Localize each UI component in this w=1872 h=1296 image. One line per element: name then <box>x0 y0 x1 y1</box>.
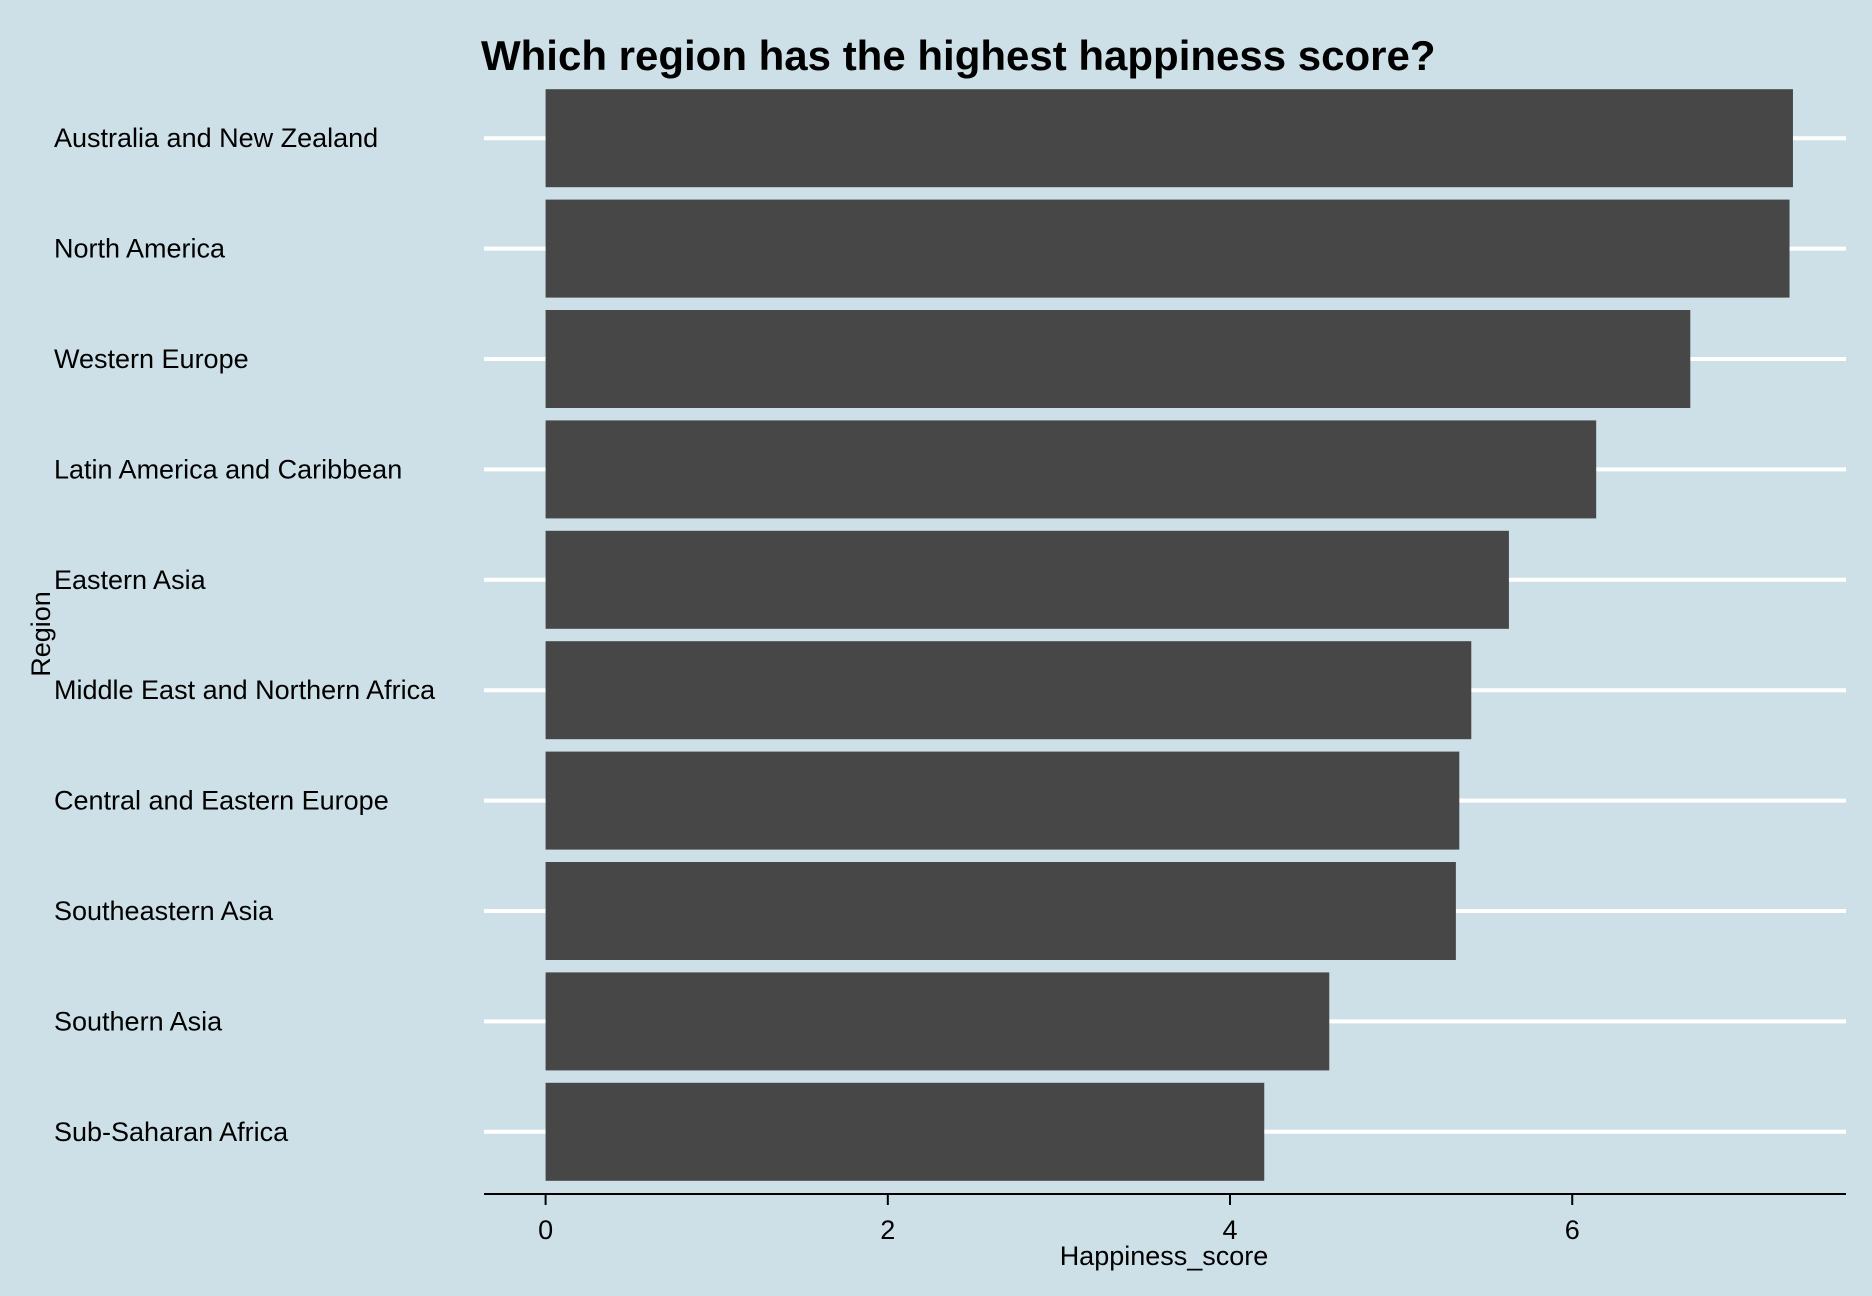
category-label: Eastern Asia <box>54 565 207 595</box>
x-axis-ticks: 0 2 4 6 <box>538 1194 1580 1245</box>
category-label: Australia and New Zealand <box>54 123 378 153</box>
bar <box>545 751 1460 850</box>
chart-title: Which region has the highest happiness s… <box>481 32 1436 79</box>
x-tick-label: 6 <box>1565 1215 1580 1245</box>
bar <box>545 420 1597 519</box>
bar <box>545 89 1793 188</box>
category-label: Western Europe <box>54 344 249 374</box>
category-label: Southern Asia <box>54 1006 223 1036</box>
bar <box>545 530 1509 629</box>
bar <box>545 641 1472 740</box>
category-labels: Australia and New Zealand North America We… <box>54 123 436 1147</box>
bars <box>545 89 1793 1181</box>
x-tick-label: 4 <box>1223 1215 1238 1245</box>
bar <box>545 972 1330 1071</box>
category-label: Southeastern Asia <box>54 896 274 926</box>
category-label: Latin America and Caribbean <box>54 454 402 484</box>
category-label: Middle East and Northern Africa <box>54 675 436 705</box>
category-label: Sub-Saharan Africa <box>54 1117 289 1147</box>
bar <box>545 199 1790 298</box>
y-axis-title: Region <box>26 591 56 677</box>
x-tick-label: 2 <box>880 1215 895 1245</box>
x-tick-label: 0 <box>538 1215 553 1245</box>
category-label: North America <box>54 234 226 264</box>
category-label: Central and Eastern Europe <box>54 786 389 816</box>
bar <box>545 1082 1265 1181</box>
bar <box>545 310 1691 408</box>
x-axis-title: Happiness_score <box>1060 1241 1269 1271</box>
bar <box>545 862 1456 960</box>
